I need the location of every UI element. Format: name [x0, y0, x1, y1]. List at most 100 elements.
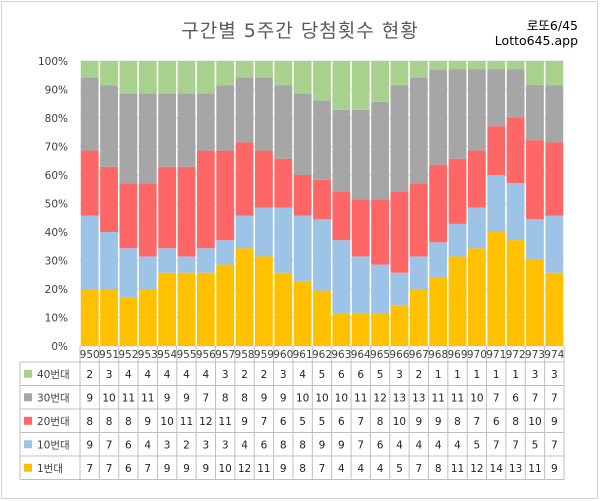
bar-segment — [409, 289, 428, 346]
x-category-label: 966 — [389, 349, 409, 361]
bar-segment — [351, 256, 370, 314]
table-cell-value: 9 — [164, 392, 171, 404]
table-cell-value: 6 — [261, 439, 268, 451]
bar-segment — [177, 272, 196, 346]
table-cell-value: 9 — [261, 392, 268, 404]
table-cell-value: 12 — [238, 463, 251, 475]
table-cell-value: 6 — [338, 369, 345, 381]
bar-segment — [255, 150, 273, 208]
table-cell-value: 4 — [202, 369, 209, 381]
table-cell-value: 7 — [319, 463, 326, 475]
table-cell-value: 10 — [102, 392, 115, 404]
bar-segment — [506, 69, 525, 118]
bar-segment — [100, 61, 118, 86]
table-cell-value: 9 — [241, 416, 248, 428]
table-cell-value: 3 — [551, 369, 558, 381]
bar-segment — [158, 166, 177, 249]
table-cell-value: 8 — [106, 416, 113, 428]
x-category-label: 958 — [235, 349, 255, 361]
table-cell-value: 7 — [551, 392, 558, 404]
table-cell-value: 4 — [377, 463, 384, 475]
bar-segment — [177, 256, 196, 273]
bar-segment — [196, 272, 215, 346]
x-category-label: 973 — [525, 349, 545, 361]
table-cell-value: 12 — [470, 463, 483, 475]
x-category-label: 974 — [544, 349, 564, 361]
table-cell-value: 7 — [261, 416, 268, 428]
table-cell-value: 4 — [144, 369, 151, 381]
bar-segment — [371, 313, 389, 346]
bar-segment — [119, 93, 138, 184]
bar-segment — [313, 100, 331, 180]
table-cell-value: 3 — [202, 439, 209, 451]
bar-segment — [332, 191, 351, 241]
table-cell-value: 11 — [122, 392, 135, 404]
table-cell-value: 9 — [551, 463, 558, 475]
x-category-label: 971 — [486, 349, 506, 361]
series-label: 1번대 — [37, 463, 63, 475]
bar-segment — [487, 175, 506, 232]
bar-segment — [100, 166, 118, 232]
x-category-label: 955 — [176, 349, 196, 361]
bar-segment — [390, 191, 409, 273]
bar-segment — [80, 61, 99, 78]
bar-segment — [313, 179, 331, 220]
series-label: 10번대 — [37, 439, 70, 451]
bar-segment — [429, 242, 448, 277]
table-cell-value: 1 — [493, 369, 500, 381]
table-cell-value: 12 — [373, 392, 386, 404]
bar-segment — [293, 215, 312, 281]
x-category-label: 961 — [293, 349, 313, 361]
bar-segment — [216, 61, 235, 86]
table-cell-value: 4 — [454, 439, 461, 451]
bar-segment — [80, 215, 99, 289]
bar-segment — [467, 248, 486, 346]
table-cell-value: 6 — [512, 392, 519, 404]
y-tick-label: 50% — [45, 199, 68, 211]
bar-segment — [158, 61, 177, 94]
table-cell-value: 5 — [396, 463, 403, 475]
table-cell-value: 10 — [219, 463, 232, 475]
bar-segment — [255, 77, 273, 151]
bar-segment — [293, 93, 312, 175]
bar-segment — [448, 158, 467, 224]
x-category-label: 972 — [506, 349, 526, 361]
table-cell-value: 13 — [393, 392, 406, 404]
table-cell-value: 3 — [222, 369, 229, 381]
table-cell-value: 1 — [454, 369, 461, 381]
bar-segment — [274, 158, 293, 208]
bar-segment — [100, 289, 118, 346]
bar-segment — [177, 61, 196, 94]
bar-segment — [313, 219, 331, 291]
x-category-label: 960 — [273, 349, 293, 361]
table-cell-value: 9 — [86, 392, 93, 404]
table-cell-value: 4 — [338, 463, 345, 475]
table-cell-value: 3 — [280, 369, 287, 381]
table-cell-value: 1 — [435, 369, 442, 381]
table-cell-value: 8 — [435, 463, 442, 475]
x-category-label: 956 — [196, 349, 216, 361]
x-category-label: 957 — [215, 349, 235, 361]
bar-segment — [138, 183, 157, 257]
table-cell-value: 9 — [86, 439, 93, 451]
table-cell-value: 7 — [106, 463, 113, 475]
table-cell-value: 11 — [451, 463, 464, 475]
x-category-label: 965 — [370, 349, 390, 361]
table-cell-value: 5 — [319, 416, 326, 428]
bar-segment — [313, 61, 331, 101]
table-cell-value: 3 — [396, 369, 403, 381]
table-cell-value: 9 — [144, 416, 151, 428]
x-category-label: 952 — [118, 349, 138, 361]
bar-segment — [467, 207, 486, 249]
table-cell-value: 5 — [377, 369, 384, 381]
table-cell-value: 2 — [241, 369, 248, 381]
table-cell-value: 9 — [551, 416, 558, 428]
bar-segment — [138, 256, 157, 289]
table-cell-value: 6 — [357, 369, 364, 381]
table-cell-value: 13 — [412, 392, 425, 404]
table-cell-value: 7 — [106, 439, 113, 451]
table-cell-value: 3 — [532, 369, 539, 381]
bar-segment — [526, 258, 544, 346]
bar-segment — [429, 61, 448, 70]
table-cell-value: 7 — [474, 416, 481, 428]
